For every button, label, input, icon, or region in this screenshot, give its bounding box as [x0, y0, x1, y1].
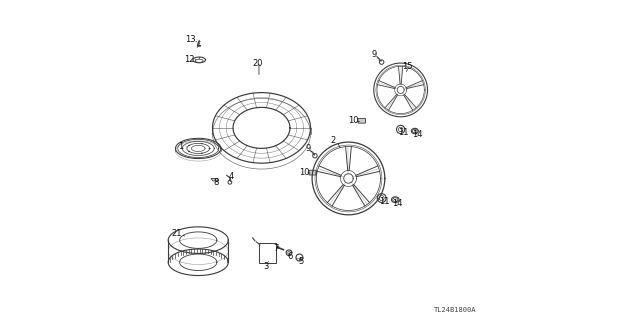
Text: 10: 10	[349, 116, 359, 125]
FancyBboxPatch shape	[309, 170, 317, 175]
Text: 5: 5	[298, 257, 303, 266]
Polygon shape	[211, 178, 219, 181]
Text: 13: 13	[185, 35, 196, 44]
Text: 2: 2	[331, 136, 336, 145]
Text: 11: 11	[398, 128, 408, 137]
Text: 3: 3	[264, 262, 269, 271]
Text: 4: 4	[228, 172, 234, 182]
Text: 9: 9	[305, 144, 310, 153]
Text: 14: 14	[392, 199, 403, 208]
Text: 10: 10	[300, 168, 310, 177]
Text: 21: 21	[172, 229, 182, 238]
Text: 9: 9	[371, 50, 377, 59]
Text: 15: 15	[402, 62, 412, 71]
Text: 6: 6	[287, 252, 292, 261]
Text: 8: 8	[213, 178, 218, 187]
Text: 7: 7	[273, 244, 278, 253]
Text: 1: 1	[178, 142, 184, 151]
Text: 12: 12	[184, 56, 195, 64]
Text: TL24B1800A: TL24B1800A	[434, 307, 477, 313]
Text: 20: 20	[252, 59, 263, 68]
FancyBboxPatch shape	[358, 118, 365, 123]
Text: 11: 11	[379, 197, 389, 206]
Text: 14: 14	[412, 130, 422, 139]
